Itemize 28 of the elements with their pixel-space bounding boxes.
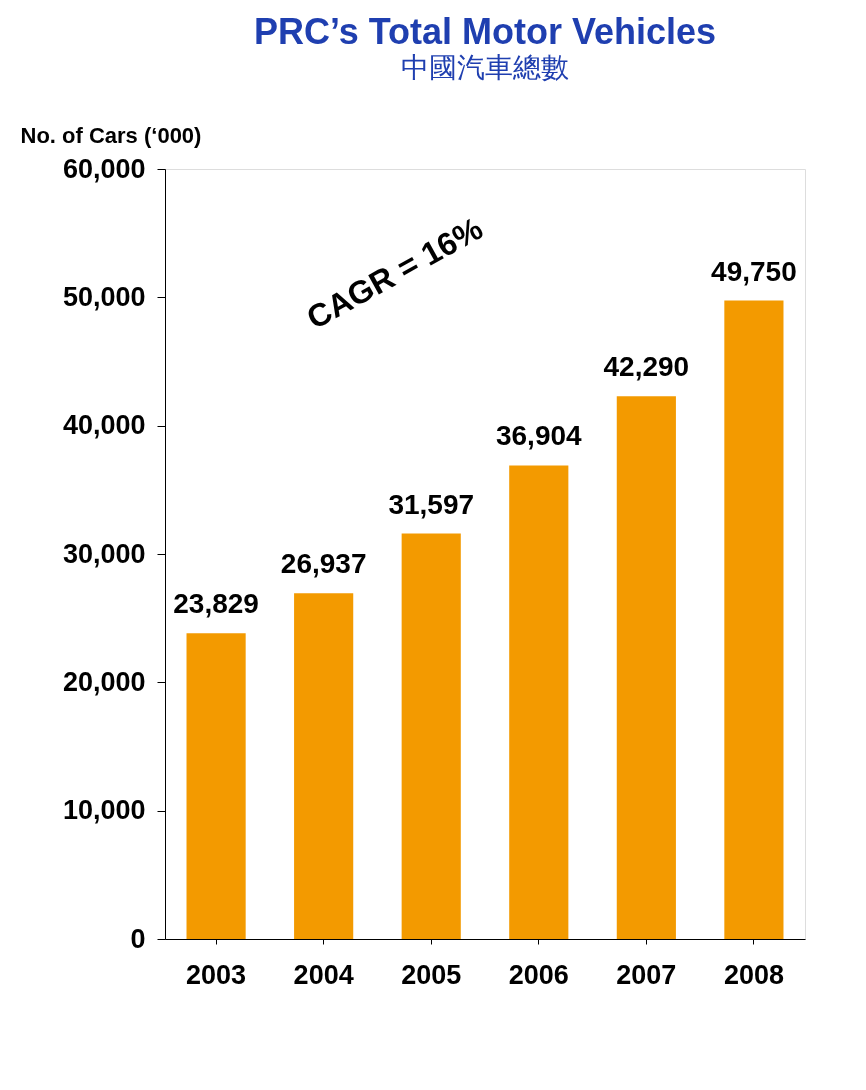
- y-tick-label: 50,000: [62, 281, 146, 312]
- bar: [294, 593, 354, 939]
- x-tick-label: 2005: [401, 959, 462, 990]
- y-tick-label: 30,000: [62, 538, 146, 569]
- y-tick-label: 20,000: [62, 666, 146, 697]
- bar: [509, 465, 569, 939]
- y-tick-label: 40,000: [62, 410, 146, 441]
- x-tick-label: 2007: [616, 959, 677, 990]
- data-label: 36,904: [495, 420, 583, 452]
- y-tick-label: 0: [130, 923, 146, 954]
- x-tick-label: 2006: [508, 959, 569, 990]
- chart-title: PRC’s Total Motor Vehicles: [253, 11, 717, 52]
- bar: [186, 633, 246, 939]
- x-tick-label: 2004: [293, 959, 354, 990]
- data-label: 23,829: [173, 588, 259, 620]
- bar: [616, 396, 676, 939]
- data-label: 26,937: [280, 548, 367, 580]
- y-tick-label: 10,000: [62, 795, 146, 826]
- x-tick-label: 2008: [723, 959, 784, 990]
- bar: [401, 533, 461, 939]
- data-label: 49,750: [711, 255, 797, 287]
- bar: [724, 300, 784, 939]
- data-label: 42,290: [603, 351, 690, 383]
- chart-subtitle: 中國汽車總數: [401, 52, 569, 83]
- x-tick-label: 2003: [186, 959, 247, 990]
- data-label: 31,597: [388, 488, 475, 520]
- y-tick-label: 60,000: [62, 153, 146, 184]
- y-axis-title: No. of Cars (‘000): [20, 122, 202, 148]
